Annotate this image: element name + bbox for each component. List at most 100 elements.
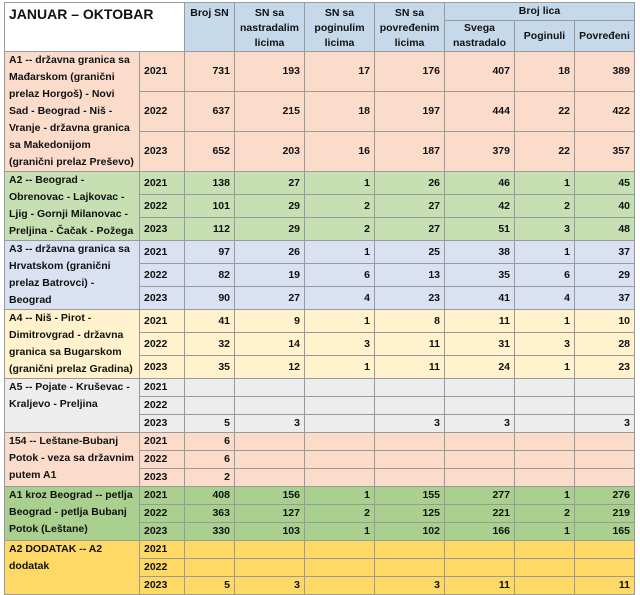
value-cell: 652 xyxy=(184,131,235,172)
table-row: A2 -- Beograd - Obrenovac - Lajkovac - L… xyxy=(4,171,635,241)
value-cell: 6 xyxy=(184,450,235,469)
value-cell: 330 xyxy=(184,522,235,541)
value-cell xyxy=(514,540,575,559)
year: 2021 xyxy=(139,240,185,264)
sub-column-header: Povređeni xyxy=(574,20,635,52)
value-cell xyxy=(514,414,575,433)
value-cell: 41 xyxy=(184,309,235,333)
value-cell xyxy=(184,540,235,559)
year: 2023 xyxy=(139,414,185,433)
value-cell: 97 xyxy=(184,240,235,264)
table-row: A1 kroz Beograd -- petlja Beograd - petl… xyxy=(4,486,635,541)
value-cell: 166 xyxy=(444,522,515,541)
value-cell: 27 xyxy=(234,171,305,195)
table-row: A4 -- Niš - Pirot - Dimitrovgrad - držav… xyxy=(4,309,635,379)
table-row: 154 -- Leštane-Bubanj Potok - veza sa dr… xyxy=(4,432,635,487)
year: 2021 xyxy=(139,540,185,559)
year: 2023 xyxy=(139,576,185,595)
value-cell: 31 xyxy=(444,332,515,356)
value-cell: 5 xyxy=(184,414,235,433)
year: 2023 xyxy=(139,522,185,541)
value-cell: 11 xyxy=(444,576,515,595)
value-cell: 731 xyxy=(184,51,235,92)
value-cell: 17 xyxy=(304,51,375,92)
value-cell xyxy=(234,558,305,577)
year: 2021 xyxy=(139,171,185,195)
value-cell: 3 xyxy=(234,414,305,433)
value-cell: 35 xyxy=(444,263,515,287)
value-cell: 24 xyxy=(444,355,515,379)
year: 2022 xyxy=(139,332,185,356)
value-cell: 379 xyxy=(444,131,515,172)
value-cell: 1 xyxy=(304,486,375,505)
value-cell xyxy=(574,396,635,415)
value-cell: 35 xyxy=(184,355,235,379)
value-cell: 1 xyxy=(514,522,575,541)
value-cell: 19 xyxy=(234,263,305,287)
value-cell: 3 xyxy=(574,414,635,433)
value-cell: 3 xyxy=(444,414,515,433)
value-cell xyxy=(374,450,445,469)
value-cell xyxy=(514,378,575,397)
value-cell: 2 xyxy=(514,504,575,523)
value-cell xyxy=(444,378,515,397)
value-cell: 6 xyxy=(514,263,575,287)
value-cell xyxy=(234,396,305,415)
year: 2021 xyxy=(139,486,185,505)
value-cell: 48 xyxy=(574,217,635,241)
value-cell xyxy=(304,576,375,595)
value-cell: 6 xyxy=(184,432,235,451)
value-cell: 46 xyxy=(444,171,515,195)
value-cell xyxy=(374,468,445,487)
value-cell: 1 xyxy=(514,240,575,264)
route-name: A1 -- državna granica sa Mađarskom (gran… xyxy=(4,51,140,172)
value-cell xyxy=(184,558,235,577)
value-cell: 2 xyxy=(304,217,375,241)
year: 2022 xyxy=(139,396,185,415)
value-cell xyxy=(184,396,235,415)
value-cell xyxy=(374,396,445,415)
value-cell: 51 xyxy=(444,217,515,241)
value-cell: 11 xyxy=(374,355,445,379)
accident-table: JANUAR – OKTOBAR Broj SN SN sa nastradal… xyxy=(4,2,635,595)
value-cell: 1 xyxy=(304,240,375,264)
table-row: 2023 652 203 16 187 379 22 357 xyxy=(5,131,635,172)
value-cell: 90 xyxy=(184,286,235,310)
value-cell: 45 xyxy=(574,171,635,195)
column-header: Broj SN xyxy=(184,2,235,52)
value-cell: 38 xyxy=(444,240,515,264)
value-cell: 127 xyxy=(234,504,305,523)
value-cell: 1 xyxy=(304,309,375,333)
year: 2021 xyxy=(139,309,185,333)
value-cell: 11 xyxy=(574,576,635,595)
table-row: 2023 112 29 2 27 51 3 48 xyxy=(5,217,635,241)
value-cell: 408 xyxy=(184,486,235,505)
value-cell: 4 xyxy=(304,286,375,310)
value-cell: 103 xyxy=(234,522,305,541)
value-cell xyxy=(444,558,515,577)
value-cell xyxy=(304,396,375,415)
table-row: 2022 637 215 18 197 444 22 422 xyxy=(5,91,635,132)
table-body: A1 -- državna granica sa Mađarskom (gran… xyxy=(4,51,635,595)
value-cell xyxy=(514,558,575,577)
value-cell: 193 xyxy=(234,51,305,92)
sub-column-header: Poginuli xyxy=(514,20,575,52)
value-cell xyxy=(234,432,305,451)
value-cell xyxy=(574,378,635,397)
value-cell xyxy=(184,378,235,397)
value-cell: 29 xyxy=(574,263,635,287)
value-cell: 27 xyxy=(234,286,305,310)
value-cell: 11 xyxy=(374,332,445,356)
year: 2021 xyxy=(139,432,185,451)
value-cell: 14 xyxy=(234,332,305,356)
year: 2022 xyxy=(139,194,185,218)
value-cell: 29 xyxy=(234,217,305,241)
year: 2022 xyxy=(139,91,185,132)
value-cell xyxy=(304,450,375,469)
column-header: SN sa poginulim licima xyxy=(304,2,375,52)
value-cell: 2 xyxy=(184,468,235,487)
value-cell: 10 xyxy=(574,309,635,333)
value-cell: 1 xyxy=(514,309,575,333)
value-cell xyxy=(444,432,515,451)
value-cell: 32 xyxy=(184,332,235,356)
